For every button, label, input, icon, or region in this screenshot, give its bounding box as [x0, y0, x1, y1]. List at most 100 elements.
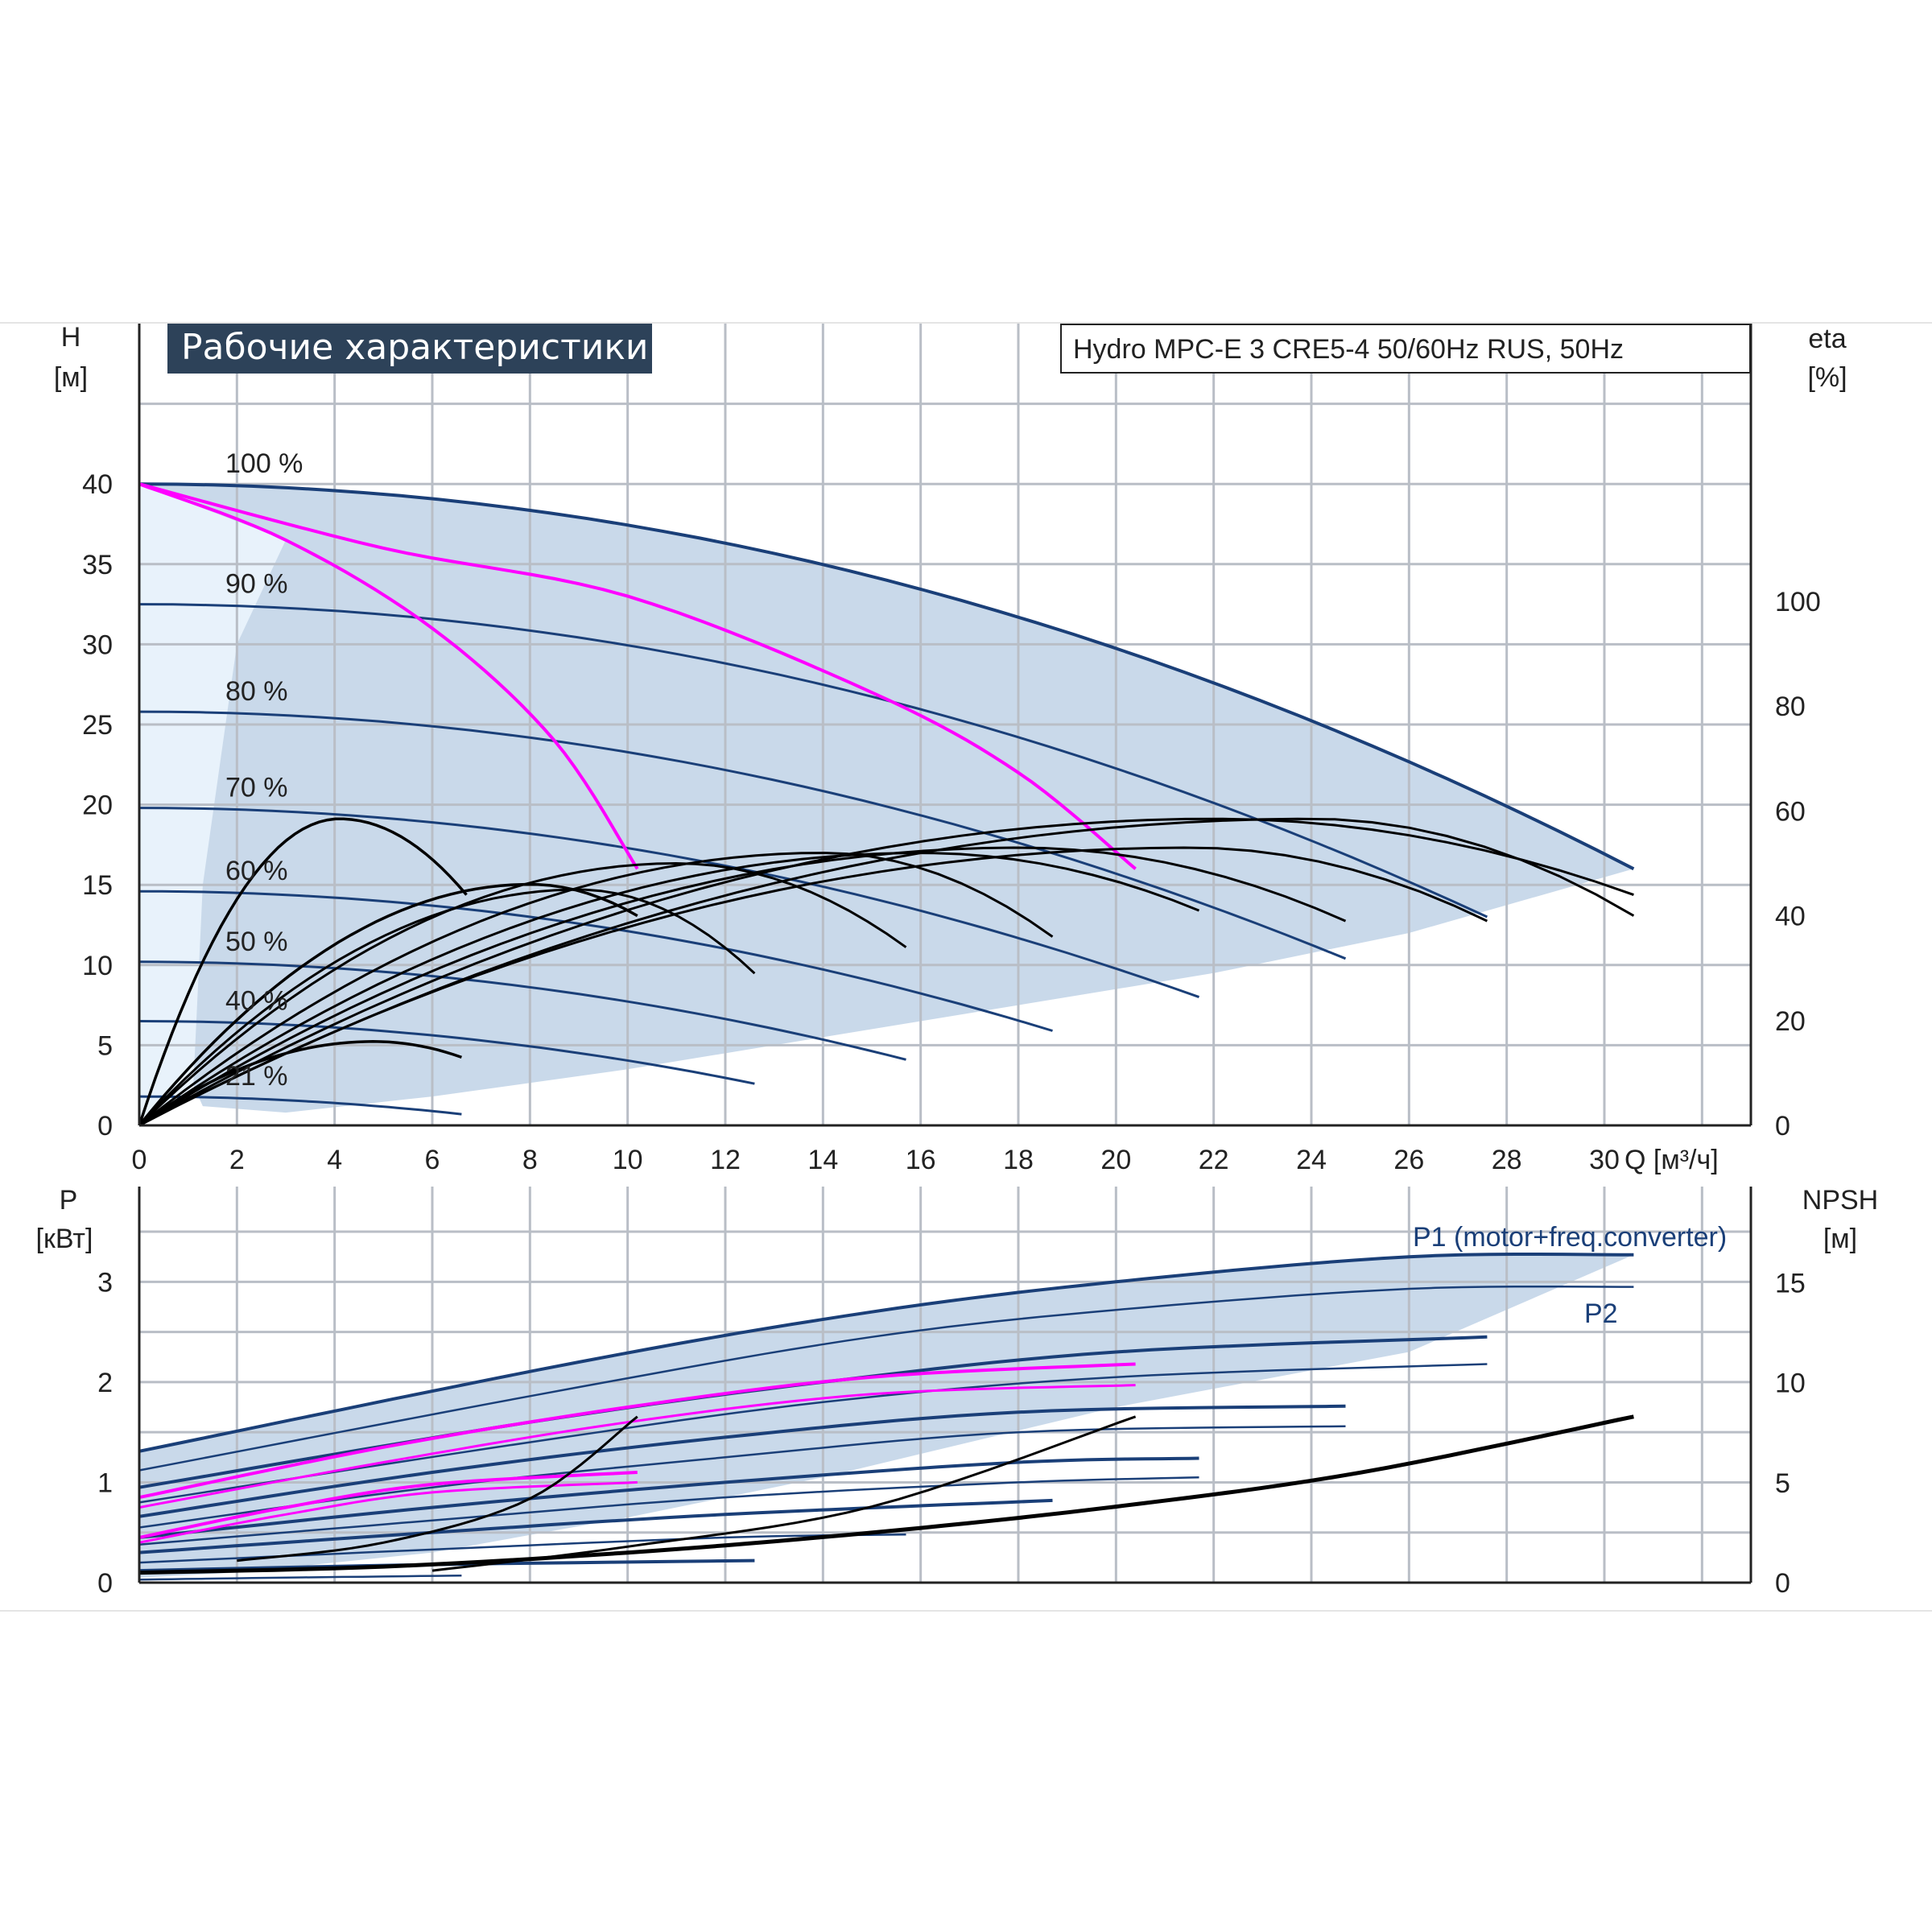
y-axis-label: H [61, 322, 81, 353]
x-tick-label: 2 [229, 1145, 245, 1175]
x-tick-label: 22 [1199, 1145, 1229, 1175]
pump-curve-90 [138, 603, 1488, 919]
efficiency-curve-8 [138, 888, 756, 1127]
pump-curve-80 [138, 710, 1347, 960]
model-box [1060, 324, 1751, 374]
x-tick-label: 24 [1296, 1145, 1327, 1175]
p1-series-label: P1 (motor+freq.converter) [1413, 1222, 1727, 1253]
y-tick-label: 40 [82, 469, 113, 500]
y-tick-label: 10 [82, 951, 113, 981]
pump-curve-70 [138, 807, 1199, 999]
x-tick-label: 6 [425, 1145, 440, 1175]
y2-tick-label: 20 [1775, 1006, 1806, 1037]
y-tick-label: 15 [82, 870, 113, 901]
npsh-tick-label: 5 [1775, 1468, 1790, 1499]
p2-series-label: P2 [1584, 1298, 1618, 1329]
power-curve-2 [138, 1285, 1634, 1472]
power-limit-curve-4 [138, 1480, 638, 1544]
x-tick-label: 0 [132, 1145, 147, 1175]
power-curve-1 [138, 1253, 1634, 1453]
p-tick-label: 0 [97, 1568, 113, 1599]
power-curve-8 [138, 1476, 1199, 1546]
y2-tick-label: 0 [1775, 1111, 1790, 1141]
p-tick-label: 2 [97, 1368, 113, 1398]
power-curve-9 [138, 1498, 1053, 1554]
p-tick-label: 1 [97, 1468, 113, 1498]
p-tick-label: 3 [97, 1267, 113, 1298]
efficiency-curve-3 [138, 846, 1488, 1127]
npsh-curve-2 [237, 1415, 638, 1563]
power-curve-panel: 0 1 2 3 0 5 10 15 [97, 1187, 1806, 1599]
y2-tick-label: 40 [1775, 902, 1806, 932]
power-curve-7 [138, 1456, 1199, 1539]
power-curve-4 [138, 1363, 1488, 1504]
npsh-tick-label: 0 [1775, 1568, 1790, 1599]
pump-curve-100 [138, 482, 1635, 871]
title-background [167, 324, 652, 374]
power-envelope [139, 1254, 1634, 1578]
x-tick-label: 16 [906, 1145, 936, 1175]
y2-axis-unit: [%] [1807, 362, 1847, 393]
y-axis-unit: [м] [54, 362, 88, 393]
x-tick-label: 28 [1492, 1145, 1522, 1175]
efficiency-curve-2 [138, 817, 1634, 1127]
speed-label: 80 % [225, 676, 288, 707]
y-tick-label: 20 [82, 791, 113, 821]
efficiency-curve-4 [138, 846, 1347, 1127]
speed-label: 40 % [225, 986, 288, 1017]
speed-label: 50 % [225, 927, 288, 957]
y-tick-label: 30 [82, 630, 113, 660]
pump-curve-50 [138, 960, 906, 1061]
y2-tick-label: 100 [1775, 587, 1821, 617]
y-tick-label: 0 [97, 1111, 113, 1141]
npsh-tick-label: 15 [1775, 1268, 1806, 1298]
speed-label: 60 % [225, 856, 288, 886]
power-curve-12 [138, 1575, 462, 1581]
x-tick-label: 4 [327, 1145, 342, 1175]
npsh-tick-label: 10 [1775, 1368, 1806, 1399]
speed-label: 100 % [225, 448, 303, 479]
y2-tick-label: 60 [1775, 796, 1806, 827]
pump-curve-40 [138, 1020, 755, 1085]
y-tick-label: 5 [97, 1030, 113, 1061]
limit-curve-1 [138, 482, 639, 870]
speed-label: 21 % [225, 1061, 288, 1092]
pump-curve-60 [138, 890, 1053, 1032]
x-tick-label: 12 [710, 1145, 741, 1175]
efficiency-curve-6 [138, 851, 1054, 1127]
p-axis-label: P [60, 1185, 78, 1216]
limit-curve-2 [138, 482, 1137, 870]
efficiency-curve-11 [138, 882, 638, 1127]
efficiency-curve-9 [138, 817, 468, 1126]
x-tick-label: 8 [522, 1145, 538, 1175]
npsh-axis-unit: [м] [1823, 1224, 1857, 1254]
x-tick-label: 30 [1589, 1145, 1620, 1175]
model-label: Hydro MPC-E 3 CRE5-4 50/60Hz RUS, 50Hz [1073, 334, 1624, 365]
x-tick-label: 14 [807, 1145, 838, 1175]
speed-label: 90 % [225, 569, 288, 600]
x-tick-label: 18 [1003, 1145, 1034, 1175]
npsh-curve-3 [431, 1415, 1137, 1572]
low-flow-region [139, 484, 286, 1117]
npsh-curve-1 [138, 1414, 1634, 1575]
power-limit-curve-2 [138, 1384, 1136, 1509]
operating-envelope [139, 484, 1634, 1113]
power-limit-curve-1 [138, 1362, 1136, 1500]
y-tick-label: 35 [82, 550, 113, 580]
power-limit-curve-3 [138, 1471, 638, 1539]
y2-tick-label: 80 [1775, 691, 1806, 722]
efficiency-curve-5 [138, 852, 1200, 1127]
head-curve-panel: 0 2 4 6 8 10 12 14 16 18 20 22 24 26 28 300510152025303… [82, 324, 1821, 1175]
speed-label: 70 % [225, 773, 288, 803]
npsh-axis-label: NPSH [1802, 1185, 1878, 1216]
efficiency-curve-10 [138, 1040, 462, 1127]
y-tick-label: 25 [82, 710, 113, 741]
x-tick-label: 10 [613, 1145, 643, 1175]
x-tick-label: 26 [1393, 1145, 1424, 1175]
x-axis-label: Q [м³/ч] [1624, 1145, 1719, 1175]
y2-axis-label: eta [1808, 324, 1846, 354]
power-curve-5 [138, 1404, 1346, 1518]
chart-title: Рабочие характеристики [181, 327, 649, 368]
p-axis-unit: [кВт] [36, 1224, 93, 1254]
